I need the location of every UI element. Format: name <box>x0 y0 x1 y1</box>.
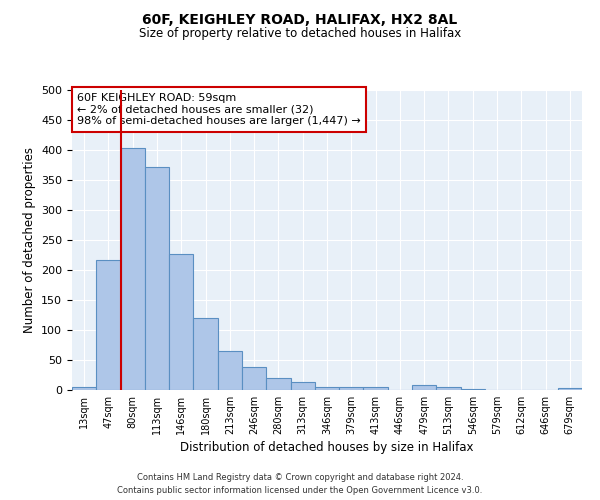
Bar <box>412 385 436 390</box>
X-axis label: Distribution of detached houses by size in Halifax: Distribution of detached houses by size … <box>180 441 474 454</box>
Bar <box>315 387 339 390</box>
Bar <box>96 260 121 390</box>
Bar <box>193 318 218 390</box>
Bar <box>121 148 145 390</box>
Bar <box>218 351 242 390</box>
Text: 60F KEIGHLEY ROAD: 59sqm
← 2% of detached houses are smaller (32)
98% of semi-de: 60F KEIGHLEY ROAD: 59sqm ← 2% of detache… <box>77 93 361 126</box>
Bar <box>461 389 485 390</box>
Y-axis label: Number of detached properties: Number of detached properties <box>23 147 35 333</box>
Bar <box>558 388 582 390</box>
Text: 60F, KEIGHLEY ROAD, HALIFAX, HX2 8AL: 60F, KEIGHLEY ROAD, HALIFAX, HX2 8AL <box>142 12 458 26</box>
Text: Contains HM Land Registry data © Crown copyright and database right 2024.: Contains HM Land Registry data © Crown c… <box>137 474 463 482</box>
Bar <box>266 378 290 390</box>
Bar <box>72 387 96 390</box>
Bar <box>364 387 388 390</box>
Text: Size of property relative to detached houses in Halifax: Size of property relative to detached ho… <box>139 28 461 40</box>
Bar <box>339 387 364 390</box>
Bar <box>436 387 461 390</box>
Bar <box>242 366 266 390</box>
Bar <box>169 254 193 390</box>
Bar <box>145 167 169 390</box>
Text: Contains public sector information licensed under the Open Government Licence v3: Contains public sector information licen… <box>118 486 482 495</box>
Bar <box>290 382 315 390</box>
